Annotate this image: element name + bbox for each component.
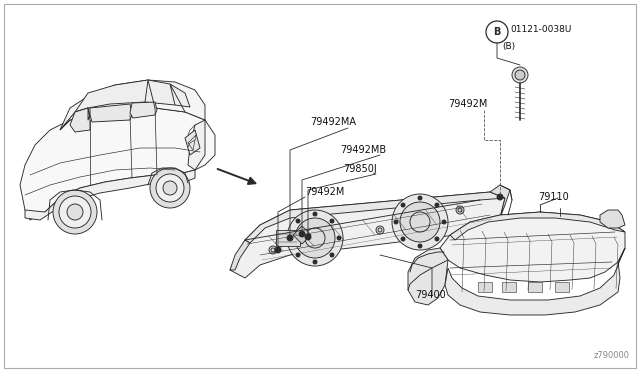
- Circle shape: [400, 202, 440, 242]
- Circle shape: [305, 234, 311, 240]
- Circle shape: [330, 219, 334, 223]
- Text: 79492MA: 79492MA: [310, 117, 356, 127]
- Circle shape: [299, 231, 305, 237]
- Circle shape: [376, 226, 384, 234]
- Polygon shape: [70, 108, 90, 132]
- Polygon shape: [188, 120, 205, 170]
- Polygon shape: [60, 80, 205, 130]
- Polygon shape: [130, 102, 157, 118]
- Circle shape: [418, 196, 422, 200]
- Circle shape: [269, 246, 277, 254]
- Circle shape: [435, 203, 439, 207]
- Text: 79492M: 79492M: [448, 99, 488, 109]
- Circle shape: [295, 218, 335, 258]
- Circle shape: [401, 237, 405, 241]
- Text: 79492M: 79492M: [305, 187, 344, 197]
- Polygon shape: [155, 170, 195, 185]
- Bar: [502, 282, 516, 292]
- Circle shape: [163, 181, 177, 195]
- Polygon shape: [450, 212, 625, 240]
- Circle shape: [497, 194, 503, 200]
- Circle shape: [313, 260, 317, 264]
- Polygon shape: [293, 226, 311, 244]
- Circle shape: [418, 244, 422, 248]
- Polygon shape: [490, 185, 510, 218]
- Circle shape: [435, 237, 439, 241]
- Bar: [478, 282, 492, 292]
- Text: 79492MB: 79492MB: [340, 145, 386, 155]
- Circle shape: [150, 168, 190, 208]
- Text: (B): (B): [502, 42, 515, 51]
- Circle shape: [401, 203, 405, 207]
- Circle shape: [456, 206, 464, 214]
- Polygon shape: [25, 175, 155, 220]
- Polygon shape: [20, 108, 215, 220]
- Text: 79110: 79110: [538, 192, 569, 202]
- Polygon shape: [90, 104, 132, 122]
- Polygon shape: [408, 248, 448, 305]
- Circle shape: [287, 235, 293, 241]
- Text: 79850J: 79850J: [343, 164, 377, 174]
- Polygon shape: [440, 212, 625, 282]
- Polygon shape: [276, 230, 300, 246]
- Circle shape: [289, 236, 293, 240]
- Circle shape: [337, 236, 341, 240]
- Circle shape: [330, 253, 334, 257]
- Polygon shape: [185, 130, 200, 155]
- Circle shape: [59, 196, 91, 228]
- Text: 79400: 79400: [415, 290, 445, 300]
- Circle shape: [275, 247, 281, 253]
- Polygon shape: [245, 192, 505, 243]
- Polygon shape: [600, 210, 625, 228]
- Circle shape: [515, 70, 525, 80]
- Circle shape: [296, 219, 300, 223]
- Circle shape: [392, 194, 448, 250]
- Circle shape: [156, 174, 184, 202]
- Circle shape: [313, 212, 317, 216]
- Text: z790000: z790000: [594, 351, 630, 360]
- Circle shape: [287, 210, 343, 266]
- Circle shape: [276, 239, 284, 247]
- Polygon shape: [230, 240, 250, 270]
- Circle shape: [442, 220, 446, 224]
- Polygon shape: [60, 108, 90, 130]
- Circle shape: [67, 204, 83, 220]
- Bar: [555, 282, 569, 292]
- Bar: [528, 282, 542, 292]
- Text: B: B: [493, 27, 500, 37]
- Polygon shape: [445, 248, 625, 315]
- Circle shape: [296, 253, 300, 257]
- Polygon shape: [75, 80, 190, 112]
- Circle shape: [53, 190, 97, 234]
- Circle shape: [512, 67, 528, 83]
- Circle shape: [394, 220, 398, 224]
- Text: 01121-0038U: 01121-0038U: [510, 25, 572, 33]
- Polygon shape: [230, 192, 505, 278]
